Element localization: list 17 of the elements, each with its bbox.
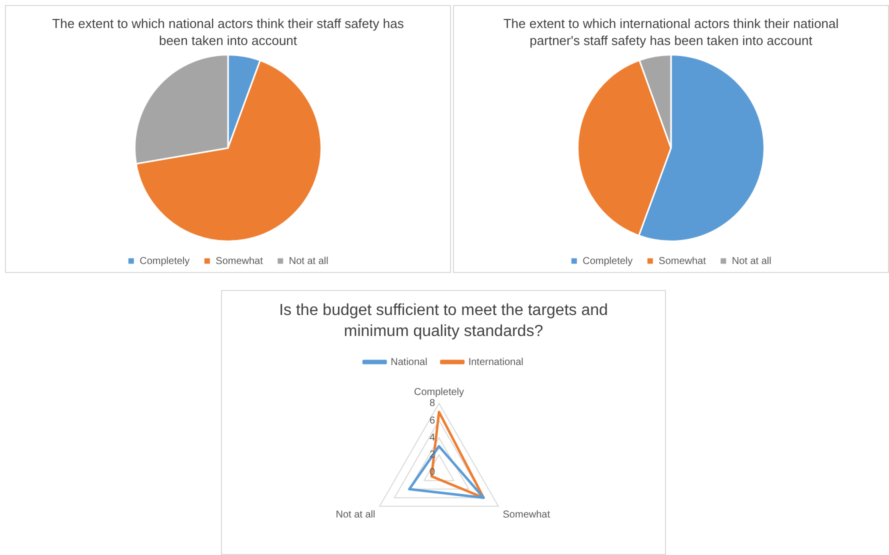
legend-label: National (390, 356, 428, 368)
legend-label: Somewhat (658, 256, 706, 267)
spoke-label: Not at all (336, 509, 376, 520)
legend-label: Completely (140, 256, 190, 267)
chart-title: The extent to which international actors think their national partner's staff safety has been taken into account (502, 15, 840, 50)
legend-label: International (468, 356, 524, 368)
y-tick-label: 8 (429, 398, 436, 409)
y-tick-label: 6 (429, 414, 436, 426)
chart-title: Is the budget sufficient to meet the targets and minimum quality standards? (278, 301, 609, 342)
legend-label: Completely (582, 256, 633, 267)
legend-label: Not at all (732, 256, 772, 267)
legend-label: Somewhat (216, 256, 264, 267)
chart-title: The extent to which national actors think their staff safety has been taken into account (51, 15, 405, 50)
y-tick-label: 4 (429, 432, 436, 444)
legend-label: Not at all (288, 256, 328, 267)
spoke-label: Somewhat (502, 509, 550, 520)
spoke-label: Completely (414, 386, 464, 398)
